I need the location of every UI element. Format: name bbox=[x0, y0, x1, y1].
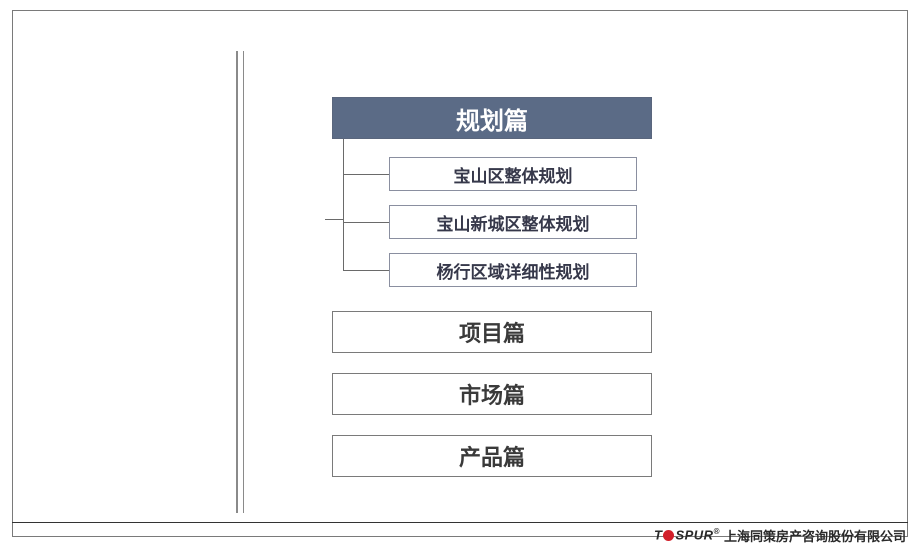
tree-connector bbox=[343, 139, 389, 304]
connector-vertical bbox=[343, 139, 344, 270]
section-box-market: 市场篇 bbox=[332, 373, 652, 415]
connector-h3 bbox=[343, 270, 389, 271]
connector-lead bbox=[325, 219, 343, 220]
sub-item-1-label: 宝山区整体规划 bbox=[454, 162, 573, 187]
footer-logo-tm: ® bbox=[714, 527, 720, 536]
section-box-project-label: 项目篇 bbox=[459, 316, 525, 348]
footer-company: 上海同策房产咨询股份有限公司 bbox=[724, 526, 906, 545]
sub-item-3: 杨行区域详细性规划 bbox=[389, 253, 637, 287]
slide-frame: 规划篇 宝山区整体规划 宝山新城区整体规划 杨行区域详细性规划 项目篇 市场篇 … bbox=[12, 10, 908, 537]
footer-logo-right: SPUR bbox=[675, 528, 713, 543]
footer-logo-left: T bbox=[654, 528, 662, 543]
section-box-product-label: 产品篇 bbox=[459, 440, 525, 472]
sub-item-2: 宝山新城区整体规划 bbox=[389, 205, 637, 239]
sub-item-1: 宝山区整体规划 bbox=[389, 157, 637, 191]
section-box-product: 产品篇 bbox=[332, 435, 652, 477]
connector-h1 bbox=[343, 174, 389, 175]
footer-logo-bullet-icon bbox=[663, 530, 674, 541]
footer: T SPUR® 上海同策房产咨询股份有限公司 bbox=[654, 523, 906, 547]
connector-h2 bbox=[343, 222, 389, 223]
footer-logo: T SPUR® bbox=[654, 527, 720, 542]
section-box-project: 项目篇 bbox=[332, 311, 652, 353]
content-area: 规划篇 宝山区整体规划 宝山新城区整体规划 杨行区域详细性规划 项目篇 市场篇 … bbox=[13, 11, 907, 536]
section-title-label: 规划篇 bbox=[456, 101, 528, 136]
sub-item-3-label: 杨行区域详细性规划 bbox=[437, 258, 590, 283]
section-box-market-label: 市场篇 bbox=[459, 378, 525, 410]
section-title-planning: 规划篇 bbox=[332, 97, 652, 139]
sub-item-2-label: 宝山新城区整体规划 bbox=[437, 210, 590, 235]
